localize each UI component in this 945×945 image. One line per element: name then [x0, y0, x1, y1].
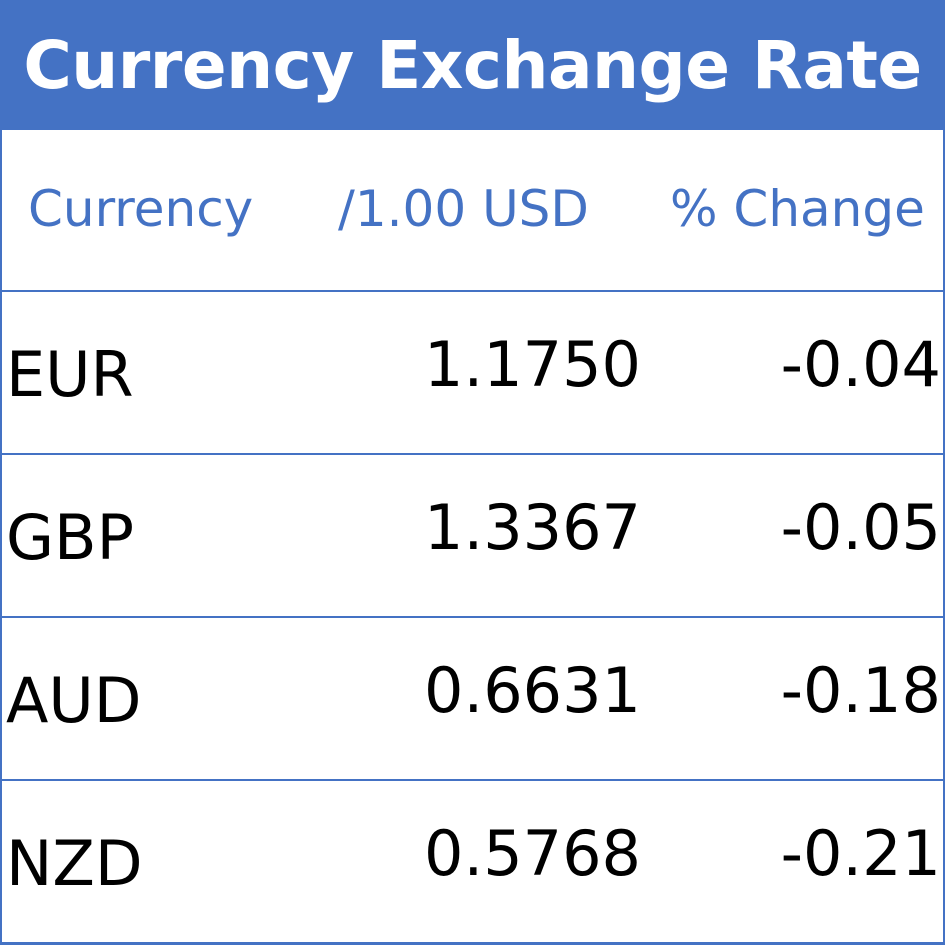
change-cell: -0.05	[780, 491, 941, 564]
column-header-currency: Currency	[28, 180, 254, 238]
header-row: Currency /1.00 USD % Change	[2, 130, 943, 292]
table-row: NZD 0.5768 -0.21	[2, 781, 943, 944]
table-title: Currency Exchange Rate	[0, 0, 945, 130]
currency-cell: NZD	[6, 827, 143, 900]
table-row: AUD 0.6631 -0.18	[2, 618, 943, 781]
change-cell: -0.04	[780, 328, 941, 401]
rate-cell: 0.5768	[424, 817, 641, 890]
rate-cell: 0.6631	[424, 654, 641, 727]
column-header-rate: /1.00 USD	[338, 180, 589, 238]
table-row: GBP 1.3367 -0.05	[2, 455, 943, 618]
currency-cell: EUR	[6, 338, 134, 411]
column-header-change: % Change	[670, 180, 925, 238]
currency-cell: GBP	[6, 501, 134, 574]
currency-cell: AUD	[6, 664, 142, 737]
rate-cell: 1.1750	[424, 328, 641, 401]
change-cell: -0.18	[780, 654, 941, 727]
change-cell: -0.21	[780, 817, 941, 890]
rate-cell: 1.3367	[424, 491, 641, 564]
table-row: EUR 1.1750 -0.04	[2, 292, 943, 455]
